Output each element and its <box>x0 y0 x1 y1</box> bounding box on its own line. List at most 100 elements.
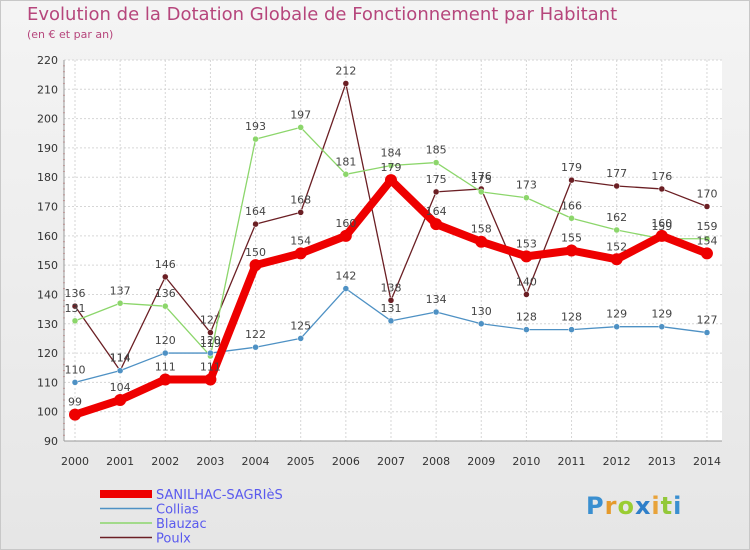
y-tick-label: 130 <box>37 318 58 331</box>
data-point <box>655 229 668 242</box>
legend-label: SANILHAC-SAGRIèS <box>156 488 283 503</box>
data-label: 131 <box>380 302 401 315</box>
x-tick-label: 2001 <box>106 455 134 468</box>
data-point <box>252 220 259 228</box>
y-tick-label: 220 <box>37 54 58 67</box>
x-tick-label: 2012 <box>603 455 631 468</box>
data-point <box>71 317 79 325</box>
data-point <box>71 302 79 310</box>
data-label: 120 <box>155 334 176 347</box>
y-tick-label: 120 <box>37 347 58 360</box>
data-point <box>610 253 623 266</box>
data-point <box>658 185 666 193</box>
x-tick-label: 2014 <box>693 455 721 468</box>
y-tick-label: 150 <box>37 259 58 272</box>
data-point <box>116 367 124 374</box>
data-label: 154 <box>696 234 717 247</box>
data-label: 175 <box>471 173 492 186</box>
data-point <box>297 124 304 131</box>
data-label: 152 <box>606 240 627 253</box>
data-label: 212 <box>335 64 356 77</box>
data-label: 111 <box>155 360 176 373</box>
data-label: 137 <box>110 284 131 297</box>
data-point <box>523 326 530 333</box>
data-label: 140 <box>516 275 537 288</box>
data-label: 154 <box>290 234 311 247</box>
data-label: 160 <box>651 217 672 230</box>
y-tick-label: 170 <box>37 201 58 214</box>
data-point <box>297 335 304 342</box>
data-point <box>159 373 172 386</box>
data-label: 197 <box>290 108 311 121</box>
data-point <box>387 297 395 304</box>
y-tick-label: 180 <box>37 171 58 184</box>
x-tick-label: 2008 <box>422 455 450 468</box>
legend-label: Blauzac <box>156 517 207 532</box>
data-point <box>520 250 533 263</box>
data-point <box>384 174 397 187</box>
data-point <box>475 235 488 248</box>
y-tick-label: 200 <box>37 113 58 126</box>
logo-letter: i <box>651 492 661 520</box>
y-tick-label: 210 <box>37 83 58 96</box>
data-point <box>162 349 169 357</box>
data-label: 173 <box>516 179 537 192</box>
data-label: 125 <box>290 319 311 332</box>
x-tick-label: 2010 <box>512 455 540 468</box>
data-label: 130 <box>471 305 492 318</box>
data-point <box>342 171 350 178</box>
data-label: 160 <box>335 217 356 230</box>
legend-label: Poulx <box>156 532 191 547</box>
data-label: 142 <box>335 270 356 283</box>
x-tick-label: 2006 <box>332 455 360 468</box>
logo-letter: x <box>634 492 652 520</box>
data-point <box>342 80 350 87</box>
y-tick-label: 100 <box>37 406 58 419</box>
data-label: 159 <box>696 220 717 233</box>
data-point <box>204 373 217 386</box>
logo-letter: r <box>604 492 618 520</box>
data-label: 127 <box>200 314 221 327</box>
x-tick-label: 2007 <box>377 455 405 468</box>
data-label: 181 <box>335 155 356 168</box>
data-label: 138 <box>380 281 401 294</box>
data-point <box>432 308 440 316</box>
data-label: 179 <box>380 161 401 174</box>
x-tick-label: 2011 <box>558 455 586 468</box>
data-point <box>565 244 578 257</box>
chart-title: Evolution de la Dotation Globale de Fonc… <box>27 4 618 25</box>
data-label: 131 <box>65 302 86 315</box>
data-point <box>116 300 124 307</box>
logo-letter: o <box>617 492 635 520</box>
data-label: 155 <box>561 232 582 245</box>
data-label: 179 <box>561 161 582 174</box>
data-label: 136 <box>155 287 176 300</box>
data-point <box>297 209 304 216</box>
data-label: 166 <box>561 199 582 212</box>
data-label: 129 <box>606 308 627 321</box>
data-point <box>339 229 352 242</box>
logo-letter: i <box>673 492 683 520</box>
x-tick-label: 2003 <box>196 455 224 468</box>
data-point <box>568 326 575 333</box>
data-point <box>703 235 711 243</box>
data-point <box>430 218 443 231</box>
chart-subtitle: (en € et par an) <box>27 28 114 41</box>
data-label: 193 <box>245 120 266 133</box>
data-label: 119 <box>200 337 221 350</box>
data-label: 128 <box>516 311 537 324</box>
data-point <box>613 226 620 234</box>
data-point <box>478 320 485 328</box>
data-point <box>249 259 262 272</box>
x-tick-label: 2000 <box>61 455 89 468</box>
data-point <box>69 408 81 421</box>
data-label: 159 <box>651 220 672 233</box>
data-point <box>387 317 395 325</box>
x-tick-label: 2002 <box>151 455 179 468</box>
data-point <box>703 203 711 210</box>
data-label: 134 <box>426 293 447 306</box>
data-point <box>432 159 440 166</box>
data-point <box>658 323 666 330</box>
data-label: 150 <box>245 246 266 259</box>
legend-label: Collias <box>156 503 199 518</box>
